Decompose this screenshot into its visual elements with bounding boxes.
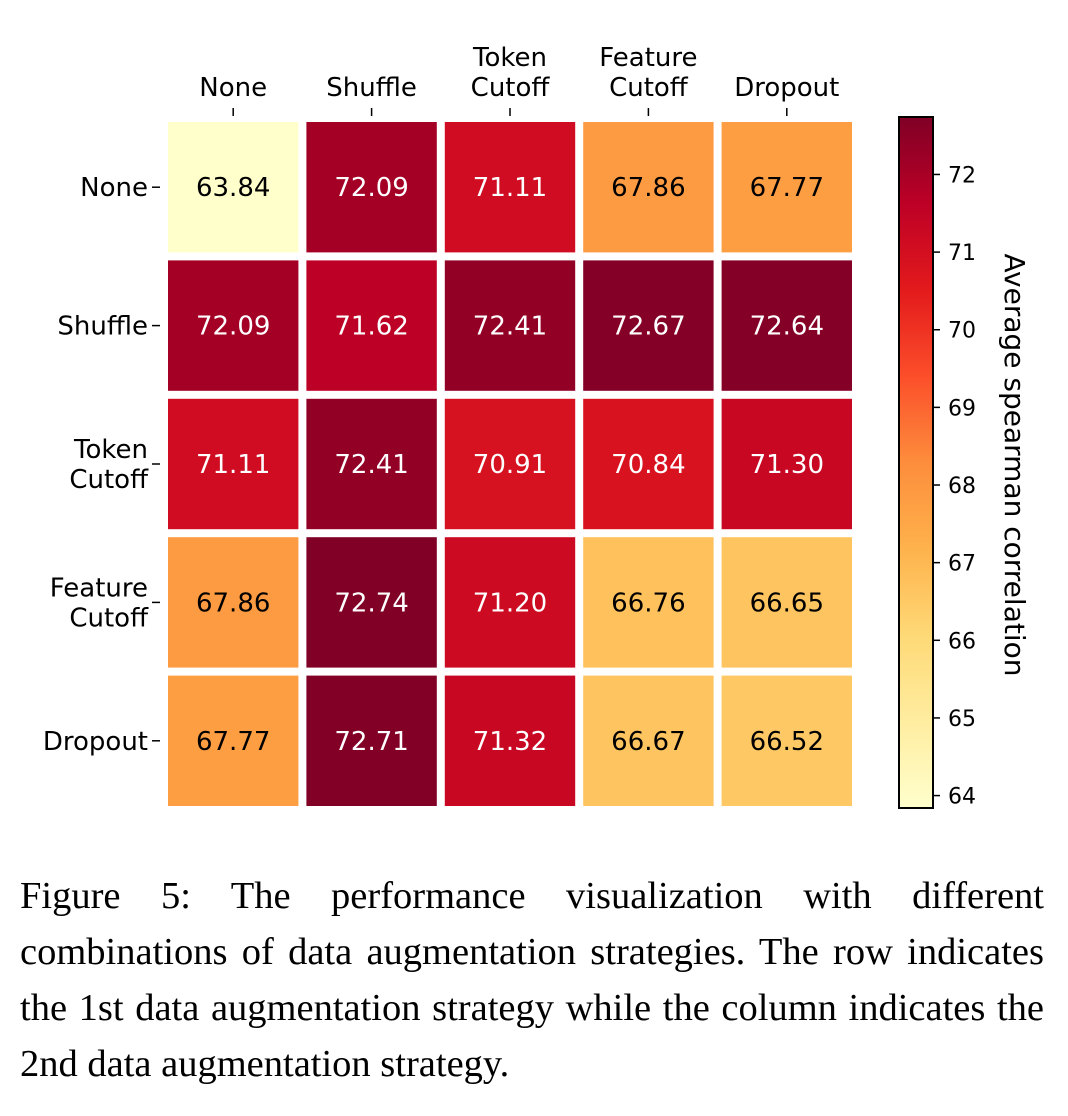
- heatmap-cell: [306, 260, 437, 391]
- y-tick-label: Feature: [50, 573, 148, 603]
- cell-value-label: 71.11: [196, 450, 270, 480]
- heatmap-cell: [444, 122, 576, 253]
- colorbar-tick-label: 64: [948, 785, 976, 810]
- heatmap-cell: [306, 398, 437, 530]
- heatmap-cell: [444, 537, 576, 668]
- cell-value-label: 72.41: [334, 450, 408, 480]
- colorbar-tick-label: 67: [948, 552, 976, 577]
- heatmap-cell: [583, 122, 714, 253]
- heatmap-cell: [168, 537, 299, 668]
- cell-value-label: 72.09: [196, 312, 270, 342]
- heatmap-cell: [583, 675, 714, 806]
- cell-value-label: 67.86: [611, 173, 685, 203]
- x-tick-label: Shuffle: [326, 73, 417, 103]
- colorbar: 64 65 66 67 68 69 70 71 72 Average spearman corre…: [898, 116, 1031, 810]
- x-tick-label: None: [199, 73, 267, 103]
- y-tick-label: Shuffle: [57, 312, 148, 342]
- colorbar-tick-label: 72: [948, 163, 976, 188]
- y-tick-label: None: [80, 173, 148, 203]
- heatmap-cell: [168, 398, 299, 530]
- colorbar-tick-label: 70: [948, 319, 976, 344]
- heatmap-cell: [583, 537, 714, 668]
- colorbar-tick-label: 71: [948, 241, 976, 266]
- cell-value-label: 72.71: [334, 727, 408, 757]
- y-axis-ticks: NoneShuffleTokenCutoffFeatureCutoffDropo…: [43, 173, 160, 757]
- colorbar-label: Average spearman correlation: [998, 254, 1031, 677]
- heatmap-cell: [721, 260, 852, 391]
- cell-value-label: 72.64: [750, 312, 824, 342]
- cell-value-label: 70.84: [611, 450, 685, 480]
- cell-value-label: 67.77: [196, 727, 270, 757]
- heatmap-cells: 63.84 72.09 71.11 67.86 67.77 72.09 71.62 72.41…: [168, 122, 852, 806]
- colorbar-gradient: [898, 116, 934, 809]
- heatmap-cell: [721, 122, 852, 253]
- y-tick-label: Cutoff: [69, 465, 149, 495]
- cell-value-label: 66.52: [750, 727, 824, 757]
- x-tick-label: Cutoff: [609, 73, 689, 103]
- cell-value-label: 71.32: [473, 727, 547, 757]
- heatmap-cell: [583, 398, 714, 530]
- cell-value-label: 66.76: [611, 588, 685, 618]
- heatmap-chart: 63.84 72.09 71.11 67.86 67.77 72.09 71.62 72.41…: [43, 43, 1031, 810]
- x-tick-label: Cutoff: [471, 73, 551, 103]
- cell-value-label: 71.20: [473, 588, 547, 618]
- heatmap-cell: [168, 122, 299, 253]
- heatmap-cell: [721, 675, 852, 806]
- heatmap-cell: [721, 537, 852, 668]
- cell-value-label: 66.67: [611, 727, 685, 757]
- y-tick-label: Dropout: [43, 727, 148, 757]
- heatmap-cell: [444, 398, 576, 530]
- cell-value-label: 72.74: [334, 588, 408, 618]
- heatmap-cell: [306, 122, 437, 253]
- colorbar-tick-label: 68: [948, 474, 976, 499]
- cell-value-label: 63.84: [196, 173, 270, 203]
- x-tick-label: Token: [472, 43, 547, 73]
- colorbar-tick-label: 66: [948, 629, 976, 654]
- colorbar-tick-label: 69: [948, 396, 976, 421]
- heatmap-cell: [583, 260, 714, 391]
- heatmap-cell: [444, 675, 576, 806]
- y-tick-label: Token: [73, 435, 148, 465]
- heatmap-cell: [721, 398, 852, 530]
- heatmap-cell: [444, 260, 576, 391]
- x-tick-label: Feature: [599, 43, 697, 73]
- heatmap-cell: [168, 675, 299, 806]
- figure-caption: Figure 5: The performance visualization …: [20, 875, 1044, 1085]
- cell-value-label: 71.62: [334, 312, 408, 342]
- cell-value-label: 72.09: [334, 173, 408, 203]
- cell-value-label: 67.77: [750, 173, 824, 203]
- heatmap-cell: [168, 260, 299, 391]
- y-tick-label: Cutoff: [69, 603, 149, 633]
- heatmap-cell: [306, 537, 437, 668]
- heatmap-cell: [306, 675, 437, 806]
- cell-value-label: 72.41: [473, 312, 547, 342]
- cell-value-label: 70.91: [473, 450, 547, 480]
- colorbar-tick-label: 65: [948, 707, 976, 732]
- cell-value-label: 66.65: [750, 588, 824, 618]
- cell-value-label: 71.30: [750, 450, 824, 480]
- x-tick-label: Dropout: [734, 73, 839, 103]
- cell-value-label: 72.67: [611, 312, 685, 342]
- cell-value-label: 71.11: [473, 173, 547, 203]
- cell-value-label: 67.86: [196, 588, 270, 618]
